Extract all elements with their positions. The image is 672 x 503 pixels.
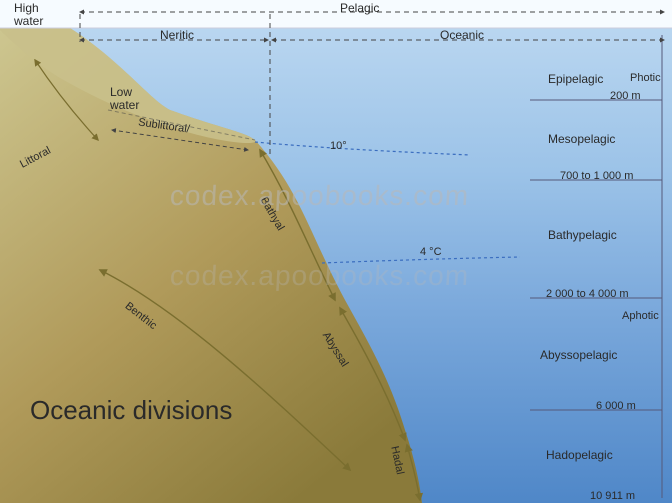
sublittoral-label: Sublittoral/	[137, 116, 190, 135]
low-water-label: Low water	[110, 86, 139, 111]
oceanic-label: Oceanic	[440, 28, 484, 42]
hadopelagic-label: Hadopelagic	[546, 448, 613, 462]
iso4c-label: 4 °C	[420, 246, 442, 258]
benthic-label: Benthic	[123, 300, 159, 332]
b6000-label: 6 000 m	[596, 400, 636, 412]
pelagic-header: Pelagic	[340, 1, 379, 15]
epipelagic-label: Epipelagic	[548, 72, 603, 86]
mesopelagic-label: Mesopelagic	[548, 132, 615, 146]
b4000-label: 2 000 to 4 000 m	[546, 288, 629, 300]
watermark-text: codex.apoobooks.com	[169, 180, 470, 212]
photic-label: Photic	[630, 72, 661, 84]
watermark-text-2: codex.apoobooks.com	[169, 260, 470, 292]
b1000-label: 700 to 1 000 m	[560, 170, 633, 182]
littoral-label: Littoral	[18, 144, 53, 170]
hadal-label: Hadal	[388, 445, 406, 476]
iso10-label: 10°	[330, 140, 347, 152]
oceanic-divisions-diagram: High water Low water Pelagic Neritic Oce…	[0, 0, 672, 503]
abyssopelagic-label: Abyssopelagic	[540, 348, 617, 362]
neritic-label: Neritic	[160, 28, 194, 42]
b10911-label: 10 911 m	[590, 490, 635, 502]
aphotic-label: Aphotic	[622, 310, 659, 322]
b200-label: 200 m	[610, 90, 641, 102]
abyssal-label: Abyssal	[320, 330, 351, 369]
diagram-title: Oceanic divisions	[30, 395, 232, 426]
bathypelagic-label: Bathypelagic	[548, 228, 617, 242]
high-water-label: High water	[14, 2, 43, 27]
